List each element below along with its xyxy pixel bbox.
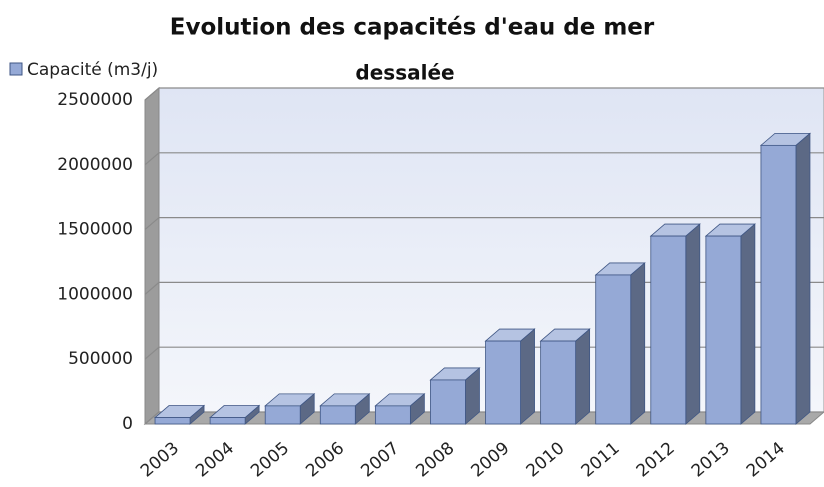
y-tick-label: 1000000: [57, 284, 133, 304]
y-tick-label: 1500000: [57, 220, 133, 240]
y-tick-label: 2000000: [57, 155, 133, 175]
bar-side: [575, 328, 591, 425]
grid-line: [144, 217, 824, 231]
bar-side: [520, 328, 535, 425]
bar-front: [595, 274, 632, 425]
legend-label: Capacité (m3/j): [27, 60, 158, 80]
bar-front: [705, 235, 742, 425]
bar-front: [760, 144, 797, 425]
x-tick-label: 2010: [523, 438, 569, 481]
y-tick-label: 500000: [68, 349, 133, 369]
bar: [319, 392, 371, 425]
chart-title: dessalée: [355, 61, 454, 85]
x-tick-label: 2012: [633, 438, 679, 481]
x-tick-label: 2004: [192, 438, 238, 481]
legend-swatch: [9, 62, 23, 76]
legend: Capacité (m3/j): [9, 60, 158, 80]
bar-front: [209, 417, 246, 425]
bar: [374, 392, 426, 425]
grid-line: [144, 152, 824, 166]
x-tick-label: 2007: [357, 438, 403, 481]
x-tick-label: 2006: [302, 438, 348, 481]
bar-front: [374, 405, 411, 425]
bar: [209, 404, 261, 425]
bar: [429, 367, 481, 425]
bar-front: [319, 405, 356, 425]
bar-front: [154, 417, 191, 425]
bar: [539, 328, 591, 425]
x-tick-label: 2005: [247, 438, 293, 481]
x-tick-label: 2013: [688, 438, 734, 481]
bar-side: [685, 223, 701, 425]
y-tick-label: 0: [122, 414, 133, 434]
bar: [649, 223, 701, 425]
x-tick-label: 2003: [137, 438, 183, 481]
side-wall: [144, 86, 160, 426]
bar: [264, 392, 316, 425]
bar-front: [430, 379, 466, 425]
bar-side: [740, 223, 756, 425]
x-tick-label: 2008: [412, 438, 458, 481]
bar: [594, 262, 646, 425]
bar-front: [540, 340, 577, 425]
bar: [759, 132, 812, 425]
x-tick-label: 2011: [578, 438, 624, 481]
bar-front: [485, 340, 521, 425]
chart-title: Evolution des capacités d'eau de mer: [170, 15, 655, 41]
x-tick-label: 2009: [467, 438, 513, 481]
grid-line: [144, 87, 824, 101]
bar: [484, 328, 536, 425]
bar: [704, 223, 756, 425]
bar-front: [650, 235, 687, 425]
bar: [153, 404, 206, 425]
y-tick-label: 2500000: [57, 90, 133, 110]
bar-front: [264, 405, 301, 425]
bar-side: [630, 262, 646, 425]
x-tick-label: 2014: [743, 438, 789, 481]
bar-side: [795, 132, 811, 425]
